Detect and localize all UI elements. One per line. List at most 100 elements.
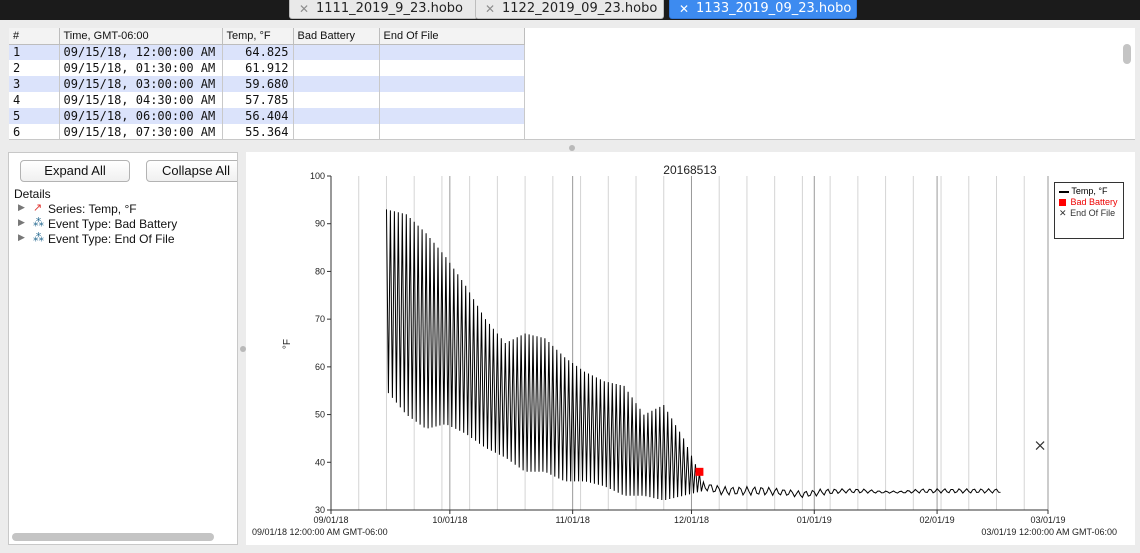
tab-label: 1122_2019_09_23.hobo (502, 1, 658, 16)
row-temp: 57.785 (222, 92, 294, 108)
row-end-of-file (379, 108, 525, 124)
row-index: 3 (9, 76, 60, 92)
row-bad-battery (293, 124, 380, 140)
row-end-of-file (379, 124, 525, 140)
legend-item-temp: Temp, °F (1059, 186, 1107, 197)
tree-item-label: Event Type: End Of File (48, 232, 175, 246)
row-temp: 61.912 (222, 60, 294, 76)
row-time: 09/15/18, 01:30:00 AM (59, 60, 223, 76)
row-temp: 55.364 (222, 124, 294, 140)
expand-all-button[interactable]: Expand All (20, 160, 130, 182)
legend-x-swatch: ✕ (1059, 208, 1067, 219)
document-tab-bar: ✕ 1111_2019_9_23.hobo ✕ 1122_2019_09_23.… (0, 0, 1140, 20)
x-tick-label: 10/01/18 (432, 515, 467, 525)
row-end-of-file (379, 92, 525, 108)
horizontal-split-handle[interactable] (569, 145, 575, 151)
row-temp: 64.825 (222, 44, 294, 60)
x-tick-label: 02/01/19 (920, 515, 955, 525)
details-heading: Details (14, 187, 51, 201)
chart-panel: 30 40 50 60 70 80 90 100 09/01/18 10/01/18 11/01/1… (246, 152, 1135, 545)
row-index: 5 (9, 108, 60, 124)
table-row[interactable]: 6 09/15/18, 07:30:00 AM 55.364 (9, 124, 525, 140)
table-row[interactable]: 4 09/15/18, 04:30:00 AM 57.785 (9, 92, 525, 108)
row-time: 09/15/18, 04:30:00 AM (59, 92, 223, 108)
close-tab-icon[interactable]: ✕ (299, 2, 310, 16)
column-header-end-of-file[interactable]: End Of File (379, 28, 525, 45)
range-end-label: 03/01/19 12:00:00 AM GMT-06:00 (981, 527, 1117, 537)
column-header-time[interactable]: Time, GMT-06:00 (59, 28, 223, 45)
table-header-row: # Time, GMT-06:00 Temp, °F Bad Battery E… (9, 28, 525, 45)
row-temp: 56.404 (222, 108, 294, 124)
scrollbar-thumb[interactable] (1123, 44, 1131, 64)
table-row[interactable]: 3 09/15/18, 03:00:00 AM 59.680 (9, 76, 525, 92)
x-tick-label: 11/01/18 (555, 515, 589, 525)
table-vertical-scrollbar[interactable] (1123, 44, 1131, 92)
data-table-pane: # Time, GMT-06:00 Temp, °F Bad Battery E… (9, 28, 1135, 140)
row-bad-battery (293, 60, 380, 76)
y-tick-label: 60 (315, 362, 325, 372)
legend-square-swatch (1059, 199, 1066, 207)
row-index: 4 (9, 92, 60, 108)
y-tick-label: 90 (315, 219, 325, 229)
row-time: 09/15/18, 06:00:00 AM (59, 108, 223, 124)
chart-title: 20168513 (663, 163, 717, 177)
tab-label: 1133_2019_09_23.hobo (696, 1, 852, 16)
collapse-all-button[interactable]: Collapse All (146, 160, 237, 182)
disclosure-triangle-icon[interactable]: ▶ (18, 232, 25, 242)
x-tick-label: 12/01/18 (674, 515, 709, 525)
chart-series (386, 209, 1001, 501)
end-of-file-marker (1035, 441, 1045, 451)
x-tick-label: 09/01/18 (313, 515, 348, 525)
y-tick-label: 30 (315, 505, 325, 515)
row-index: 1 (9, 44, 60, 60)
tab-1122[interactable]: ✕ 1122_2019_09_23.hobo (475, 0, 664, 19)
range-start-label: 09/01/18 12:00:00 AM GMT-06:00 (252, 527, 388, 537)
data-table: # Time, GMT-06:00 Temp, °F Bad Battery E… (9, 28, 525, 140)
column-header-bad-battery[interactable]: Bad Battery (293, 28, 380, 45)
chart-legend: Temp, °F Bad Battery ✕ End Of File (1054, 182, 1124, 239)
temperature-chart[interactable]: 30 40 50 60 70 80 90 100 09/01/18 10/01/18 11/01/1… (246, 152, 1135, 545)
disclosure-triangle-icon[interactable]: ▶ (18, 217, 25, 227)
disclosure-triangle-icon[interactable]: ▶ (18, 202, 25, 212)
chart-event-markers (695, 441, 1045, 476)
row-time: 09/15/18, 03:00:00 AM (59, 76, 223, 92)
row-time: 09/15/18, 07:30:00 AM (59, 124, 223, 140)
legend-item-bad-battery: Bad Battery (1059, 197, 1118, 208)
close-tab-icon[interactable]: ✕ (485, 2, 496, 16)
temp-series-line (386, 209, 1001, 501)
row-index: 2 (9, 60, 60, 76)
row-bad-battery (293, 44, 380, 60)
y-tick-label: 70 (315, 314, 325, 324)
details-horizontal-scrollbar[interactable] (12, 533, 214, 541)
chart-y-axis-label: °F (282, 339, 293, 349)
column-header-index[interactable]: # (9, 28, 60, 45)
y-tick-label: 50 (315, 410, 325, 420)
row-end-of-file (379, 60, 525, 76)
x-tick-label: 03/01/19 (1030, 515, 1065, 525)
tab-1133[interactable]: ✕ 1133_2019_09_23.hobo (669, 0, 857, 19)
vertical-split-handle[interactable] (240, 346, 246, 352)
row-temp: 59.680 (222, 76, 294, 92)
row-end-of-file (379, 44, 525, 60)
table-row[interactable]: 2 09/15/18, 01:30:00 AM 61.912 (9, 60, 525, 76)
legend-item-end-of-file: ✕ End Of File (1059, 208, 1115, 219)
tree-item-label: Series: Temp, °F (48, 202, 137, 216)
table-row[interactable]: 1 09/15/18, 12:00:00 AM 64.825 (9, 44, 525, 60)
tree-item-label: Event Type: Bad Battery (48, 217, 178, 231)
y-tick-label: 40 (315, 457, 325, 467)
column-header-temp[interactable]: Temp, °F (222, 28, 294, 45)
details-panel: Expand All Collapse All Details ▶ ↗ Seri… (8, 152, 238, 545)
row-index: 6 (9, 124, 60, 140)
legend-label: End Of File (1070, 208, 1116, 218)
x-tick-label: 01/01/19 (797, 515, 832, 525)
close-tab-icon[interactable]: ✕ (679, 2, 690, 16)
row-bad-battery (293, 92, 380, 108)
legend-label: Bad Battery (1070, 197, 1118, 207)
tab-1111[interactable]: ✕ 1111_2019_9_23.hobo (289, 0, 478, 19)
row-end-of-file (379, 76, 525, 92)
legend-label: Temp, °F (1071, 186, 1108, 196)
y-tick-label: 100 (310, 171, 325, 181)
table-row[interactable]: 5 09/15/18, 06:00:00 AM 56.404 (9, 108, 525, 124)
chart-axes: 30 40 50 60 70 80 90 100 09/01/18 10/01/18 11/01/1… (310, 171, 1066, 525)
